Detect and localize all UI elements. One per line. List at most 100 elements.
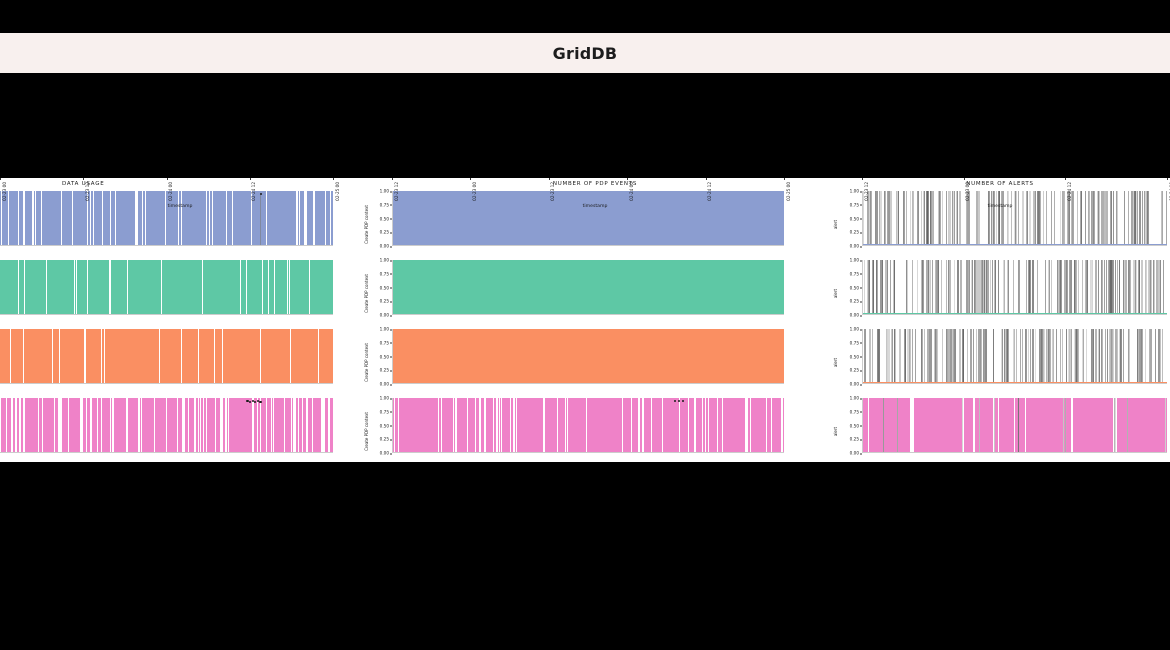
- dashboard: DATA USAGE timestamp 02-23 00 02-23 12 02-…: [0, 178, 1170, 462]
- plot-area[interactable]: [862, 329, 1167, 384]
- y-tick-label: 0.75: [379, 271, 393, 277]
- axis-spine: [0, 245, 333, 246]
- x-tick: [1065, 178, 1067, 180]
- outlier-marker: [246, 400, 249, 403]
- y-tick-label: 0.75: [849, 340, 863, 346]
- y-tick-label: 0.25: [379, 298, 393, 304]
- y-tick-label: 0.00: [379, 312, 393, 318]
- bar-series: [392, 329, 784, 384]
- bar-series: [862, 329, 1167, 384]
- bar-series: [0, 398, 333, 453]
- y-tick-label: 0.75: [379, 202, 393, 208]
- y-tick-label: 1.00: [379, 257, 393, 263]
- y-tick-label: 0.75: [849, 271, 863, 277]
- panel-title-alerts: NUMBER OF ALERTS: [966, 181, 1034, 187]
- axis-spine: [392, 245, 784, 246]
- plot-area[interactable]: [392, 260, 784, 315]
- x-axis-label-pdp-events: timestamp: [582, 204, 608, 209]
- outlier-marker: [674, 400, 677, 403]
- plot-area[interactable]: [0, 329, 333, 384]
- x-tick-label: 02-23 12: [84, 182, 90, 201]
- panel-title-pdp-events: NUMBER OF PDP EVENTS: [552, 181, 638, 187]
- title-bar: GridDB: [0, 33, 1170, 73]
- axis-spine: [862, 245, 1167, 246]
- y-tick-label: 0.00: [849, 312, 863, 318]
- axis-spine: [392, 191, 393, 246]
- chart-rows-pdp-events: Create PDP context 1.00 0.75 0.50 0.25 0.00 Cr…: [360, 188, 830, 467]
- plot-area[interactable]: [392, 329, 784, 384]
- plot-area[interactable]: [862, 398, 1167, 453]
- x-tick-label: 02-23 00: [1, 182, 7, 201]
- x-tick: [548, 178, 550, 180]
- axis-spine: [0, 383, 333, 384]
- axis-spine: [862, 314, 1167, 315]
- y-tick-label: 0.50: [849, 216, 863, 221]
- axis-spine: [0, 452, 333, 453]
- y-tick-label: 1.00: [849, 326, 863, 332]
- plot-area[interactable]: [392, 398, 784, 453]
- axis-spine: [862, 329, 863, 384]
- axis-spine: [862, 452, 1167, 453]
- chart-row: Create PDP context 1.00 0.75 0.50 0.25 0.00: [360, 257, 830, 326]
- y-tick-label: 1.00: [379, 188, 393, 194]
- plot-area[interactable]: [862, 260, 1167, 315]
- plot-area[interactable]: [0, 191, 333, 246]
- axis-spine: [0, 314, 333, 315]
- y-tick-label: 0.00: [379, 381, 393, 387]
- y-tick-label: 0.25: [849, 436, 863, 442]
- axis-spine: [392, 329, 393, 384]
- axis-spine: [392, 452, 784, 453]
- y-tick-label: 1.00: [849, 257, 863, 263]
- app-brand: GridDB: [552, 43, 618, 63]
- bar-series: [0, 329, 333, 384]
- plot-area[interactable]: [862, 191, 1167, 246]
- chart-row: Create PDP context 1.00 0.75 0.50 0.25 0.00: [360, 326, 830, 395]
- x-tick: [1167, 178, 1168, 180]
- x-tick: [392, 178, 393, 180]
- panel-title-data-usage: DATA USAGE: [62, 181, 105, 187]
- outlier-marker: [249, 401, 252, 404]
- x-tick-label: 02-23 12: [863, 182, 869, 201]
- y-tick-label: 0.25: [379, 436, 393, 442]
- plot-area[interactable]: [0, 260, 333, 315]
- panel-data-usage: DATA USAGE timestamp 02-23 00 02-23 12 02-…: [0, 178, 360, 462]
- bar-series: [392, 398, 784, 453]
- x-tick-label: 02-24 00: [628, 182, 634, 201]
- outlier-marker: [682, 400, 685, 403]
- x-tick-label: 02-23 00: [965, 182, 971, 201]
- axis-spine: [862, 191, 863, 246]
- y-tick-label: 0.00: [379, 450, 393, 456]
- outlier-marker: [259, 193, 262, 196]
- plot-area[interactable]: [0, 398, 333, 453]
- x-tick-label: 02-25 00: [785, 182, 791, 201]
- x-tick-label: 02-24 12: [251, 182, 257, 201]
- y-tick-label: 0.50: [849, 285, 863, 290]
- chart-row: alert 1.00 0.75 0.50 0.25 0.00: [830, 326, 1170, 395]
- y-tick-label: 1.00: [379, 326, 393, 332]
- y-axis-ticks: 1.00 0.75 0.50 0.25 0.00: [370, 188, 393, 257]
- x-tick: [0, 178, 1, 180]
- x-tick: [166, 178, 168, 180]
- plot-area[interactable]: [392, 191, 784, 246]
- x-tick-label: 02-23 00: [472, 182, 477, 201]
- x-tick: [83, 178, 85, 180]
- chart-rows-data-usage: [0, 191, 360, 467]
- chart-row: Create PDP context 1.00 0.75 0.50 0.25 0.00: [360, 188, 830, 257]
- y-tick-label: 0.50: [379, 354, 393, 359]
- y-tick-label: 0.00: [849, 243, 863, 249]
- x-tick-label: 02-25 00: [334, 182, 340, 201]
- outlier-marker: [254, 401, 257, 404]
- chart-row: alert 1.00 0.75 0.50 0.25 0.00: [830, 189, 1170, 257]
- x-axis-pdp-events: timestamp 02-23 12 02-23 00 02-23 12 02-24 …: [360, 178, 830, 216]
- y-tick-label: 0.75: [379, 340, 393, 346]
- axis-spine: [862, 398, 863, 453]
- panel-pdp-events: NUMBER OF PDP EVENTS Create PDP context 1…: [360, 178, 830, 462]
- y-tick-label: 0.00: [849, 450, 863, 456]
- x-tick: [249, 178, 251, 180]
- bar-series: [0, 260, 333, 315]
- y-axis-ticks: 1.00 0.75 0.50 0.25 0.00: [840, 257, 863, 326]
- y-tick-label: 0.50: [379, 285, 393, 290]
- x-tick: [963, 178, 965, 180]
